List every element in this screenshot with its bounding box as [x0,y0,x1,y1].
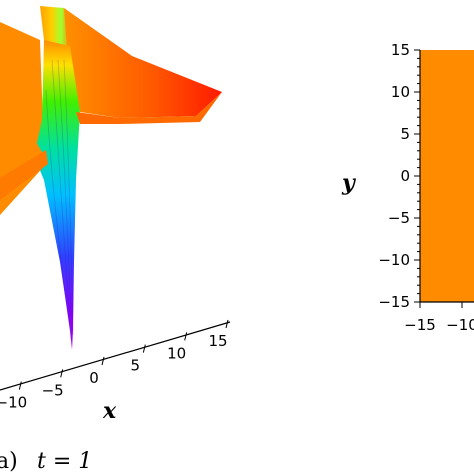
surface-well-shading [45,59,74,346]
x-tick-label: −5 [42,381,64,399]
y-tick-label: −10 [378,251,410,269]
x-tick-mark [60,369,64,378]
x-b-tick-label: −15 [404,316,436,334]
y-tick-label: 15 [391,41,410,59]
x-tick-mark [142,344,146,353]
x-tick-mark [101,356,105,366]
x-axis-title: x [102,398,117,424]
x-tick-label: 10 [167,344,186,362]
caption-label: a) [0,449,18,474]
y-tick-label: 5 [400,125,410,143]
x-tick-mark [184,332,188,341]
x-tick-label: 0 [89,369,99,387]
y-axis-title: y [341,170,357,196]
y-tick-label: 0 [400,167,410,185]
x-axis-b-ticks: −15 −10 [404,302,474,334]
surface-crest [40,6,70,52]
x-b-tick-label: −10 [446,316,474,334]
y-axis-ticks: 15 10 5 0 −5 −10 −15 [378,41,420,311]
surface-ridge-front [76,92,222,124]
surface-well [34,40,80,350]
surface-plateau-edge [0,150,48,200]
panel-a-surface [0,6,222,350]
x-tick-label: 5 [131,357,141,375]
y-tick-label: −15 [378,293,410,311]
x-axis-line [0,321,231,391]
x-tick-mark [18,381,22,390]
y-tick-label: −5 [388,209,410,227]
y-tick-label: 10 [391,83,410,101]
x-tick-label: 15 [208,332,227,350]
panel-b-plot: 15 10 5 0 −5 −10 −15 −15 −10 y [341,41,474,334]
surface-ridge-right [64,8,222,118]
caption-param: t = 1 [37,449,92,474]
plot-b-fill [420,50,474,302]
x-tick-label: −10 [0,394,27,412]
x-tick-mark [225,319,229,329]
